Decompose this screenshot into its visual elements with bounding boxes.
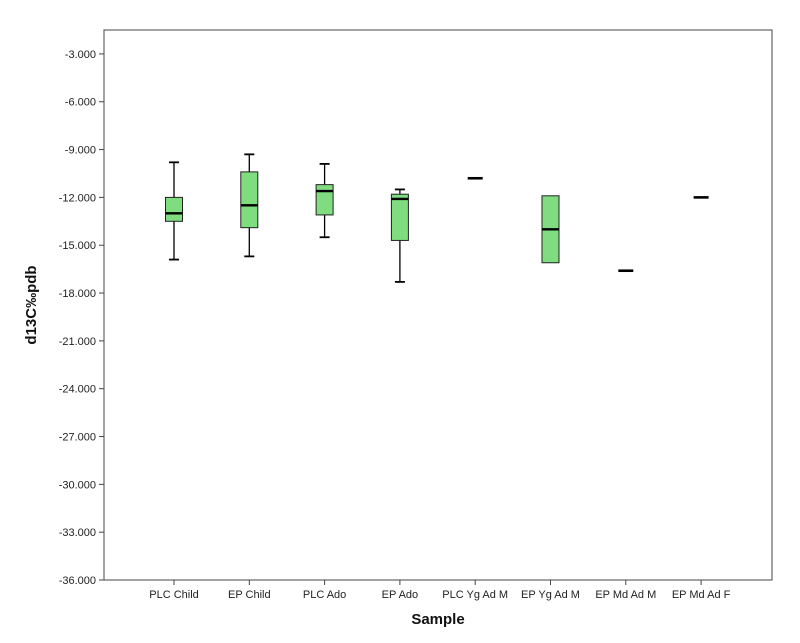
x-axis-title: Sample xyxy=(411,611,464,628)
box-4 xyxy=(390,188,409,283)
x-tick-label: EP Ado xyxy=(382,589,419,601)
y-tick-label: -15.000 xyxy=(59,240,96,252)
y-tick-label: -24.000 xyxy=(59,384,96,396)
box-6 xyxy=(541,195,560,264)
y-tick-label: -6.000 xyxy=(65,97,96,109)
x-axis: PLC Child EP Child PLC Ado EP Ado PLC Yg Ad … xyxy=(149,580,731,601)
y-tick-label: -36.000 xyxy=(59,575,96,587)
y-tick-label: -30.000 xyxy=(59,479,96,491)
box-3 xyxy=(315,163,334,239)
box-iqr xyxy=(390,193,409,241)
x-tick-label: PLC Child xyxy=(149,589,199,601)
y-tick-label: -33.000 xyxy=(59,527,96,539)
x-tick-label: EP Child xyxy=(228,589,271,601)
y-tick-label: -12.000 xyxy=(59,192,96,204)
y-tick-label: -3.000 xyxy=(65,49,96,61)
plot-area xyxy=(103,29,773,581)
x-tick-label: PLC Yg Ad M xyxy=(442,589,508,601)
box-1 xyxy=(165,161,183,261)
box-iqr xyxy=(240,171,259,229)
y-tick-label: -9.000 xyxy=(65,145,96,157)
y-axis-title: d13C‰pdb xyxy=(23,265,40,344)
y-tick-label: -27.000 xyxy=(59,432,96,444)
x-tick-label: PLC Ado xyxy=(303,589,346,601)
box-iqr xyxy=(315,184,334,216)
y-tick-label: -18.000 xyxy=(59,288,96,300)
box-series xyxy=(165,153,709,283)
box-2 xyxy=(240,153,259,258)
x-tick-label: EP Md Ad F xyxy=(672,589,731,601)
box-iqr xyxy=(165,196,183,222)
x-tick-label: EP Yg Ad M xyxy=(521,589,580,601)
x-tick-label: EP Md Ad M xyxy=(595,589,656,601)
y-axis: -3.000 -6.000 -9.000 -12.000 -15.000 -18.000 -… xyxy=(59,49,104,587)
y-tick-label: -21.000 xyxy=(59,336,96,348)
